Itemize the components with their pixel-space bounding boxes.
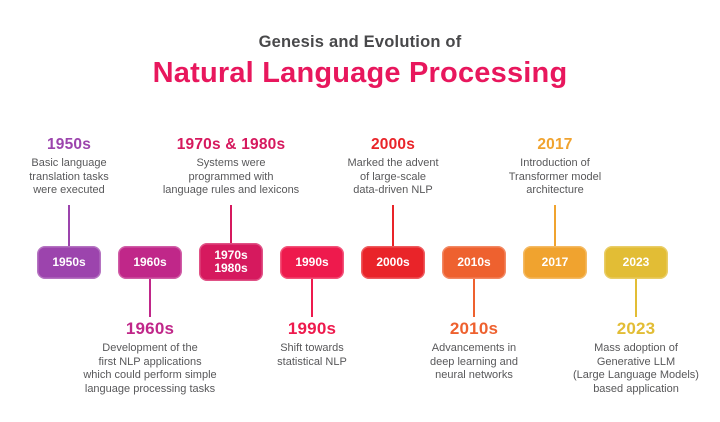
era-box-1990s: 1990s — [280, 246, 344, 279]
era-box-label-2017: 2017 — [541, 255, 569, 269]
era-description-2000s: Marked the advent of large-scale data-dr… — [347, 157, 439, 196]
connector-line-1990s — [311, 279, 313, 317]
era-description-1960s: Development of the first NLP application… — [83, 342, 217, 395]
era-box-1950s: 1950s — [37, 246, 101, 279]
era-text-2000s: 2000s Marked the advent of large-scale d… — [303, 136, 483, 198]
era-box-1960s: 1960s — [118, 246, 182, 279]
era-description-1970s-1980s: Systems were programmed with language ru… — [162, 157, 300, 196]
era-box-2010s: 2010s — [442, 246, 506, 279]
era-box-label-2010s: 2010s — [457, 255, 491, 269]
era-text-1990s: 1990s Shift towards statistical NLP — [222, 319, 402, 369]
era-text-1960s: 1960s Development of the first NLP appli… — [60, 319, 240, 396]
era-box-2000s: 2000s — [361, 246, 425, 279]
connector-line-1970s-1980s — [230, 205, 232, 246]
era-description-2023: Mass adoption of Generative LLM (Large L… — [573, 342, 699, 395]
era-heading-2000s: 2000s — [370, 136, 416, 153]
era-heading-1960s: 1960s — [125, 319, 175, 338]
era-text-1970s-1980s: 1970s & 1980s Systems were programmed wi… — [141, 136, 321, 198]
era-box-label-1950s: 1950s — [52, 255, 86, 269]
era-heading-2017: 2017 — [537, 136, 573, 153]
era-box-2017: 2017 — [523, 246, 587, 279]
era-heading-1990s: 1990s — [287, 319, 337, 338]
era-box-label-2000s: 2000s — [376, 255, 410, 269]
era-box-label-1960s: 1960s — [133, 255, 167, 269]
era-box-label-2023: 2023 — [622, 255, 650, 269]
era-description-1990s: Shift towards statistical NLP — [277, 342, 347, 368]
connector-line-2023 — [635, 279, 637, 317]
era-box-2023: 2023 — [604, 246, 668, 279]
era-heading-1970s-1980s: 1970s & 1980s — [176, 136, 286, 153]
era-box-label-1970s-1980s: 1970s 1980s — [214, 248, 248, 275]
era-description-2017: Introduction of Transformer model archit… — [508, 157, 602, 196]
era-text-2023: 2023 Mass adoption of Generative LLM (La… — [546, 319, 720, 396]
page-title: Natural Language Processing — [152, 57, 568, 89]
connector-line-1960s — [149, 279, 151, 317]
era-box-label-1990s: 1990s — [295, 255, 329, 269]
connector-line-2010s — [473, 279, 475, 317]
header-subtitle: Genesis and Evolution of — [258, 33, 462, 51]
era-description-1950s: Basic language translation tasks were ex… — [29, 157, 109, 196]
era-heading-1950s: 1950s — [46, 136, 92, 153]
era-box-1970s-1980s: 1970s 1980s — [199, 243, 263, 281]
era-text-2010s: 2010s Advancements in deep learning and … — [384, 319, 564, 383]
era-heading-2010s: 2010s — [449, 319, 499, 338]
connector-line-2000s — [392, 205, 394, 246]
connector-line-1950s — [68, 205, 70, 246]
header: Genesis and Evolution of Natural Languag… — [0, 33, 720, 90]
connector-line-2017 — [554, 205, 556, 246]
era-text-1950s: 1950s Basic language translation tasks w… — [0, 136, 159, 198]
era-description-2010s: Advancements in deep learning and neural… — [429, 342, 519, 381]
era-heading-2023: 2023 — [616, 319, 656, 338]
era-text-2017: 2017 Introduction of Transformer model a… — [465, 136, 645, 198]
